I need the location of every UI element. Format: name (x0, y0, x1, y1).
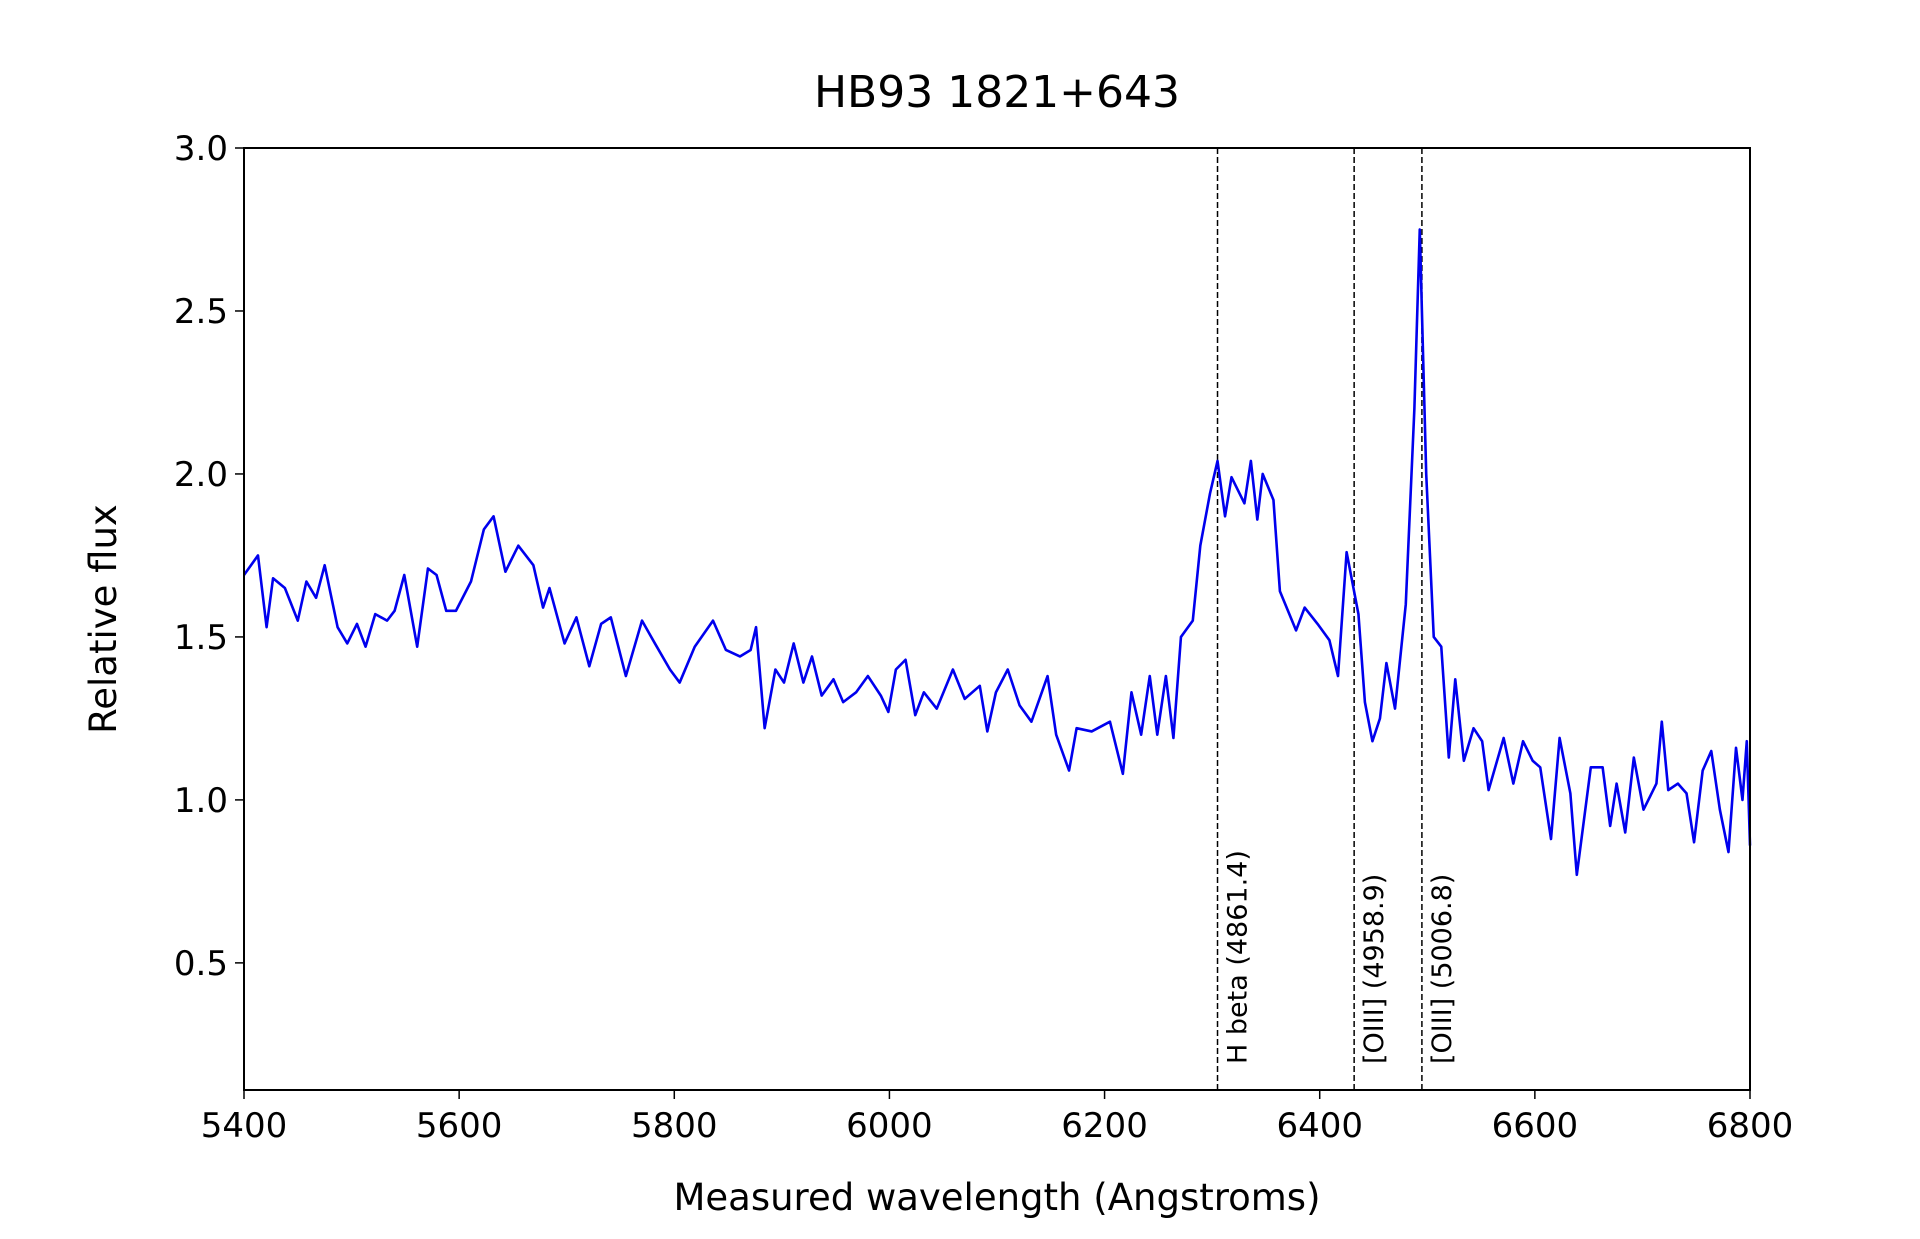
x-tick-label: 6800 (1707, 1106, 1794, 1146)
reference-label: H beta (4861.4) (1223, 850, 1254, 1064)
x-tick-label: 5600 (416, 1106, 503, 1146)
spectrum-line (242, 228, 1752, 877)
plot-frame (243, 147, 1751, 1091)
y-tick-label: 2.0 (174, 455, 228, 495)
x-tick-label: 6000 (846, 1106, 933, 1146)
x-axis-label: Measured wavelength (Angstroms) (673, 1176, 1320, 1219)
chart-title: HB93 1821+643 (814, 67, 1180, 118)
x-tick-label: 5400 (201, 1106, 288, 1146)
y-tick-label: 1.0 (174, 781, 228, 821)
x-tick-label: 6200 (1061, 1106, 1148, 1146)
x-tick-label: 5800 (631, 1106, 718, 1146)
x-tick-label: 6600 (1492, 1106, 1579, 1146)
y-tick-label: 1.5 (174, 618, 228, 658)
y-tick-label: 0.5 (174, 944, 228, 984)
reference-label: [OIII] (4958.9) (1359, 874, 1390, 1064)
reference-label: [OIII] (5006.8) (1427, 874, 1458, 1064)
y-tick-label: 2.5 (174, 292, 228, 332)
y-axis-label: Relative flux (82, 504, 125, 734)
y-tick-label: 3.0 (174, 129, 228, 169)
x-tick-label: 6400 (1276, 1106, 1363, 1146)
